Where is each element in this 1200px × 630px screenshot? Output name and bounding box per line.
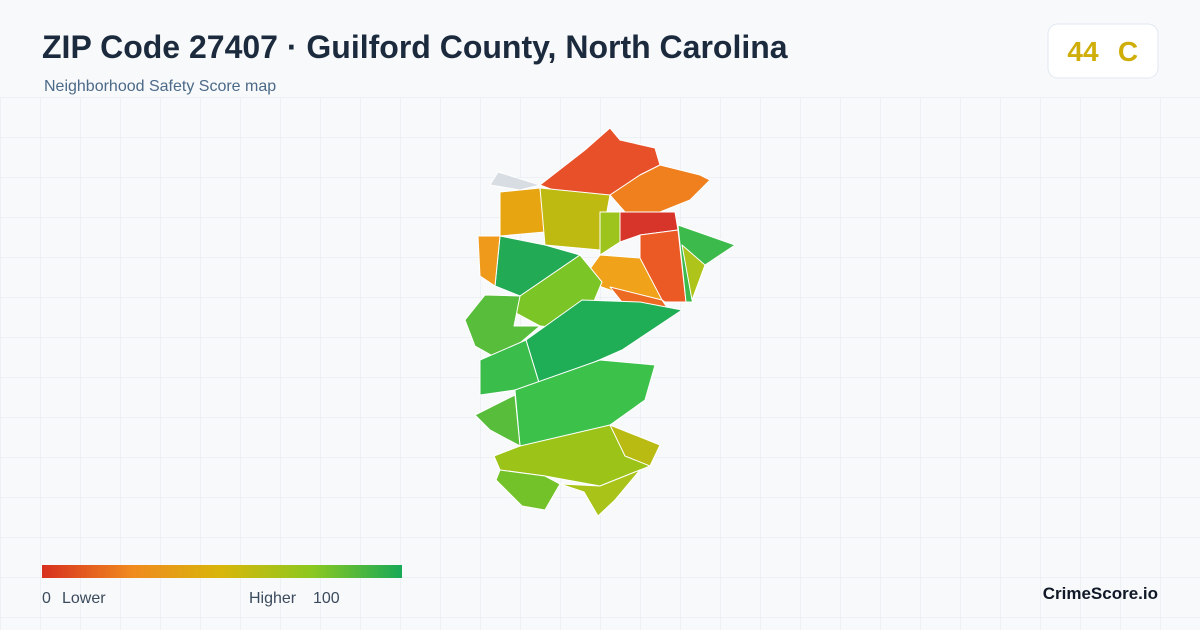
score-grade: C	[1118, 36, 1138, 67]
region	[499, 187, 546, 237]
region	[489, 171, 541, 191]
subtitle: Neighborhood Safety Score map	[44, 78, 276, 95]
region	[464, 294, 541, 361]
brand: CrimeScore.io	[1043, 584, 1158, 603]
region	[495, 469, 561, 511]
score-value: 44	[1067, 36, 1099, 67]
legend-max-label: Higher	[249, 590, 297, 607]
legend-min: 0	[42, 590, 51, 607]
legend-min-label: Lower	[62, 590, 106, 607]
title: ZIP Code 27407 · Guilford County, North …	[42, 29, 788, 65]
region	[559, 469, 641, 517]
region	[477, 235, 501, 287]
map	[464, 127, 736, 517]
score-box	[1047, 23, 1159, 79]
legend-max: 100	[313, 590, 340, 607]
region	[681, 244, 706, 301]
region	[599, 211, 621, 256]
region	[609, 424, 661, 467]
legend-scale	[42, 565, 402, 578]
